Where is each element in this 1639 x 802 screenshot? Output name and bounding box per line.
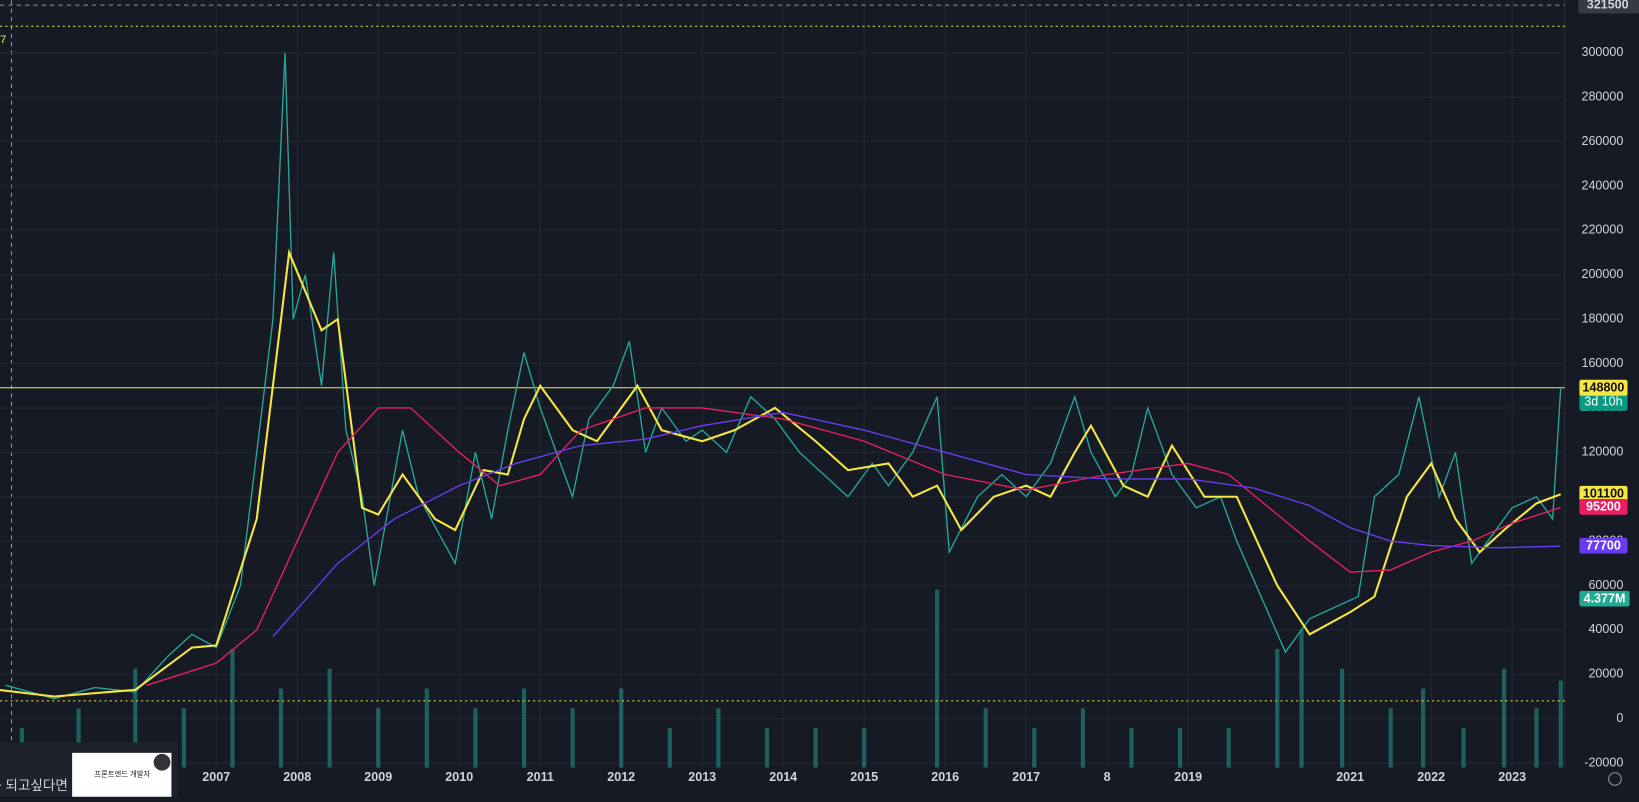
volume-bar	[667, 727, 672, 768]
x-tick-label: 2022	[1417, 770, 1445, 784]
volume-bar	[1339, 668, 1345, 768]
volume-bar	[619, 688, 624, 768]
volume-bar	[1534, 708, 1539, 768]
y-tick-label: 180000	[1581, 311, 1623, 325]
volume-bar	[473, 708, 478, 768]
price-label-bg	[1579, 380, 1628, 396]
ad-caption: ~ 되고싶다면	[0, 778, 68, 793]
y-tick-label: -20000	[1584, 755, 1623, 769]
volume-bar	[424, 688, 429, 768]
y-tick-label: 220000	[1581, 223, 1623, 237]
x-tick-label: 2009	[364, 770, 392, 784]
x-tick-label: 2011	[527, 770, 554, 784]
x-tick-label: 2010	[445, 770, 473, 784]
x-tick-label: 2012	[607, 770, 635, 784]
ad-close[interactable]	[153, 753, 171, 771]
settings-icon[interactable]	[1608, 772, 1622, 786]
y-tick-label: 60000	[1588, 578, 1623, 592]
price-label: 148800	[1583, 381, 1625, 395]
volume-label: 4.377M	[1584, 592, 1626, 606]
volume-bar	[1558, 680, 1563, 768]
volume-bar	[813, 727, 818, 768]
volume-bar	[983, 708, 988, 768]
volume-label-bg	[1579, 590, 1630, 607]
price-label-bg	[1579, 537, 1628, 554]
volume-bar	[570, 708, 575, 768]
y-tick-label: 120000	[1581, 445, 1623, 459]
y-tick-label: 40000	[1588, 622, 1623, 636]
volume-bar	[181, 708, 186, 768]
x-tick-label: 2007	[202, 770, 230, 784]
x-tick-label: 2016	[931, 770, 959, 784]
volume-bar	[1129, 727, 1134, 768]
volume-bar	[230, 649, 235, 768]
volume-bar	[1299, 629, 1304, 768]
price-label-sub: 3d 10h	[1584, 395, 1622, 409]
price-label: 77700	[1586, 539, 1621, 553]
volume-bar	[133, 668, 138, 768]
x-tick-label: 2008	[283, 770, 311, 784]
volume-bar	[278, 688, 284, 768]
volume-bar	[1032, 727, 1037, 768]
volume-bar	[1226, 727, 1231, 768]
price-label: 101100	[1583, 487, 1624, 501]
y-tick-label: 20000	[1588, 667, 1623, 681]
price-label-bg	[1579, 485, 1628, 502]
x-tick-label: 2023	[1498, 770, 1526, 784]
y-tick-label: 0	[1616, 711, 1623, 725]
ad: 프론트엔드 개발자 ~ 되고싶다면	[0, 742, 178, 797]
volume-bar	[376, 708, 381, 768]
volume-bar	[862, 727, 867, 768]
y-tick-label: 240000	[1581, 178, 1623, 192]
volume-bar	[1388, 708, 1393, 768]
volume-bar	[1461, 727, 1466, 768]
volume-bar	[764, 727, 770, 768]
ad-title: 프론트엔드 개발자	[94, 770, 150, 779]
x-tick-label: 2021	[1336, 770, 1364, 784]
price-label: 95200	[1586, 500, 1621, 514]
volume-bar	[934, 589, 940, 768]
series-line	[0, 248, 1562, 698]
corner-text: 7	[0, 34, 6, 46]
volume-bar	[716, 708, 721, 768]
x-tick-label: 2017	[1012, 770, 1040, 784]
volume-bar	[1275, 649, 1280, 768]
volume-bar	[1501, 668, 1507, 768]
volume-bar	[76, 708, 81, 768]
y-tick-label: 160000	[1581, 356, 1623, 370]
y-tick-label: 280000	[1581, 90, 1623, 104]
x-tick-label: 2014	[769, 770, 797, 784]
x-tick-label: 8	[1104, 770, 1111, 784]
volume-bar	[521, 688, 527, 768]
x-tick-label: 2015	[850, 770, 878, 784]
price-label-bg	[1579, 499, 1628, 515]
volume-bar	[1177, 727, 1183, 768]
series-line	[146, 407, 1561, 686]
volume-bar	[1080, 708, 1085, 768]
series-line	[272, 411, 1561, 637]
x-tick-label: 2013	[688, 770, 716, 784]
y-tick-label: 200000	[1581, 267, 1623, 281]
y-tick-label: 260000	[1581, 134, 1623, 148]
volume-bar	[1420, 688, 1426, 768]
crosshair-label-bg	[1578, 0, 1639, 14]
crosshair-label: 321500	[1587, 0, 1629, 11]
y-tick-label: 300000	[1581, 45, 1623, 59]
series-line	[5, 52, 1562, 700]
x-tick-label: 2019	[1174, 770, 1202, 784]
volume-bar	[327, 668, 332, 768]
